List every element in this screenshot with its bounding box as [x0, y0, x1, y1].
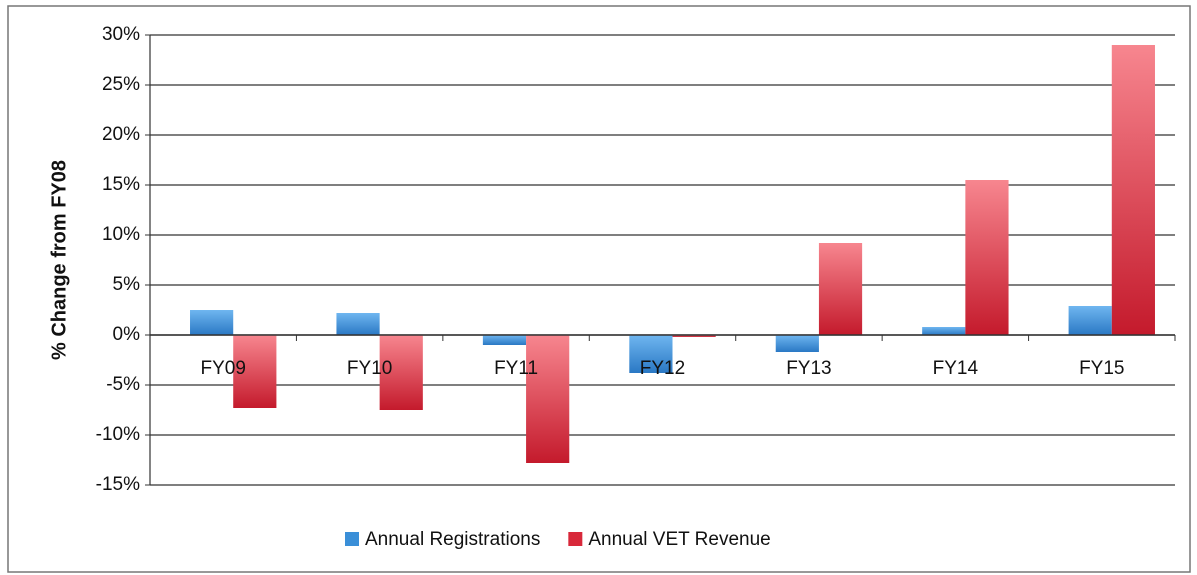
bar: [965, 180, 1009, 335]
legend-label: Annual VET Revenue: [588, 529, 770, 550]
x-tick-label: FY11: [494, 358, 538, 379]
bar: [1111, 45, 1155, 335]
bar: [672, 335, 716, 337]
y-tick-label: 15%: [102, 174, 140, 195]
bar: [818, 243, 863, 335]
bar: [526, 335, 570, 463]
bar: [775, 335, 819, 352]
bar: [190, 310, 234, 335]
y-tick-label: -5%: [106, 374, 140, 395]
y-tick-label: 30%: [102, 24, 140, 45]
y-tick-label: -15%: [96, 474, 140, 495]
y-tick-label: 0%: [113, 324, 141, 345]
x-tick-label: FY13: [786, 358, 831, 379]
y-tick-label: -10%: [96, 424, 140, 445]
bar: [482, 335, 527, 345]
x-tick-label: FY14: [933, 358, 979, 379]
bar: [922, 327, 966, 335]
bar: [1068, 306, 1112, 335]
x-tick-label: FY09: [201, 358, 246, 379]
x-tick-label: FY15: [1079, 358, 1124, 379]
y-tick-label: 25%: [102, 74, 140, 95]
legend-swatch: [345, 532, 359, 546]
y-tick-label: 10%: [102, 224, 140, 245]
x-tick-label: FY12: [640, 358, 685, 379]
y-tick-label: 20%: [102, 124, 140, 145]
legend-swatch: [568, 532, 583, 546]
y-tick-label: 5%: [113, 274, 141, 295]
bar: [379, 335, 423, 410]
chart-frame: [7, 5, 1191, 573]
legend-label: Annual Registrations: [365, 529, 540, 550]
bar: [336, 313, 380, 335]
bar: [233, 335, 277, 408]
y-axis-label: % Change from FY08: [48, 160, 70, 360]
bar: [629, 335, 673, 373]
x-tick-label: FY10: [347, 358, 392, 379]
